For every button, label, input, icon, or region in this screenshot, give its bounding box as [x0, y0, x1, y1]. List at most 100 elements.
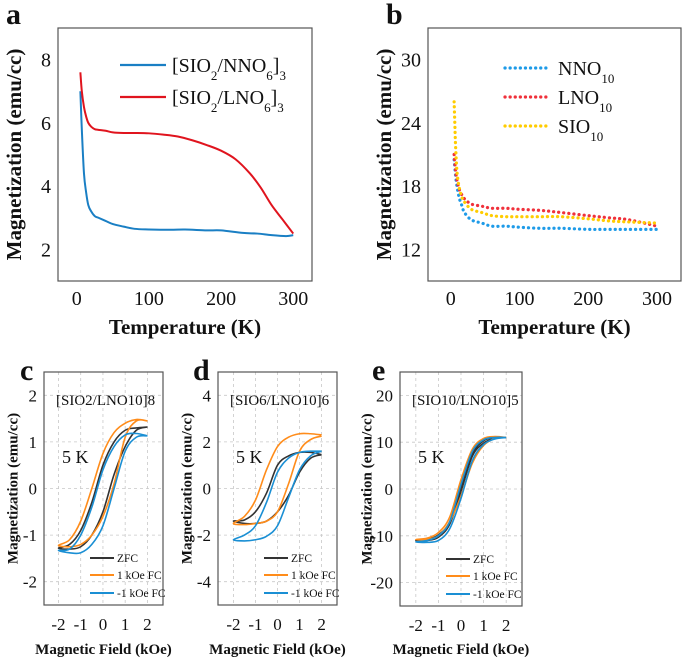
series-line-LNO10	[452, 152, 659, 228]
y-tick-label: -2	[197, 526, 211, 545]
x-tick-label: 1	[479, 616, 488, 635]
y-tick-label: 2	[203, 433, 212, 452]
x-tick-label: -2	[409, 616, 423, 635]
series-line-1 kOe FC	[232, 432, 322, 526]
legend-label: [SIO2/NNO6]3	[172, 55, 286, 83]
x-tick-label: 100	[504, 288, 534, 310]
panel-a: a 0 100 200 300 2 4 6 8 Temperature (K) Magnetizat…	[2, 0, 313, 339]
y-tick-label: 0	[203, 480, 212, 499]
series-line--1 kOe FC	[415, 436, 507, 544]
plot-frame	[217, 371, 338, 606]
y-tick-label: 24	[401, 113, 421, 135]
x-tick-label: 0	[99, 615, 108, 634]
x-tick-label: 300	[642, 288, 672, 310]
x-tick-label: 0	[72, 288, 82, 310]
plot-frame	[57, 27, 313, 282]
x-axis-label: Magnetic Field (kOe)	[35, 642, 172, 658]
temperature-annotation: 5 K	[236, 447, 263, 467]
series-line-SIO10	[452, 100, 659, 225]
legend-entry: ZFC	[264, 553, 312, 565]
legend-entry: -1 kOe FC	[90, 588, 166, 600]
series-line-ZFC	[415, 436, 507, 542]
legend-label: 1 kOe FC	[473, 571, 518, 583]
legend-entry: 1 kOe FC	[90, 570, 162, 582]
y-tick-label: 6	[41, 113, 51, 135]
legend-entry: 1 kOe FC	[264, 570, 336, 582]
panel-title: [SIO2/LNO10]8	[56, 393, 155, 409]
plot-frame	[427, 27, 682, 282]
legend-label: -1 kOe FC	[117, 588, 166, 600]
y-tick-label: 12	[401, 239, 421, 261]
y-tick-label: -4	[197, 573, 212, 592]
y-tick-label: 4	[203, 386, 212, 405]
panel-title: [SIO10/LNO10]5	[412, 393, 519, 409]
panel-letter: d	[193, 354, 210, 387]
legend-label: 1 kOe FC	[291, 570, 336, 582]
legend-entry: 1 kOe FC	[446, 571, 518, 583]
x-tick-label: 2	[502, 616, 511, 635]
legend-label: ZFC	[473, 554, 494, 566]
x-tick-label: 2	[143, 615, 152, 634]
x-tick-label: 2	[317, 615, 326, 634]
x-axis-label: Magnetic Field (kOe)	[209, 642, 346, 658]
series-line-1 kOe FC	[415, 435, 507, 541]
legend-entry: ZFC	[446, 554, 494, 566]
x-tick-label: 100	[134, 288, 164, 310]
legend-label: 1 kOe FC	[117, 570, 162, 582]
series-line-ZFC	[57, 426, 148, 550]
x-tick-label: 200	[206, 288, 236, 310]
y-tick-label: 18	[401, 176, 421, 198]
y-tick-label: 0	[385, 480, 394, 499]
x-tick-label: 0	[446, 288, 456, 310]
series-line-[SIO2/NNO6]3	[79, 91, 294, 238]
series-line-1 kOe FC	[57, 418, 148, 548]
panel-b: b 0 100 200 300 12 18 24 30 Temperature (K) Magnet…	[372, 0, 682, 339]
x-tick-label: -1	[74, 615, 88, 634]
y-axis-label: Magnetization (emu/cc)	[372, 49, 396, 261]
plot-frame	[399, 371, 523, 607]
legend-entry: NNO10	[503, 58, 614, 86]
legend-entry: -1 kOe FC	[446, 589, 522, 601]
x-tick-label: -1	[248, 615, 262, 634]
y-tick-label: 0	[29, 480, 38, 499]
legend-label: LNO10	[558, 87, 612, 115]
y-tick-label: 4	[41, 176, 51, 198]
panel-title: [SIO6/LNO10]6	[230, 393, 330, 409]
legend-label: -1 kOe FC	[291, 588, 340, 600]
series-line--1 kOe FC	[57, 432, 148, 555]
x-tick-label: -2	[226, 615, 240, 634]
x-tick-label: 1	[295, 615, 304, 634]
legend-entry: ZFC	[90, 553, 138, 565]
legend-label: ZFC	[117, 553, 138, 565]
temperature-annotation: 5 K	[418, 447, 445, 467]
x-tick-label: -2	[51, 615, 65, 634]
y-axis-label: Magnetization (emu/cc)	[5, 413, 21, 564]
y-tick-label: 2	[41, 239, 51, 261]
legend-label: -1 kOe FC	[473, 589, 522, 601]
panel-letter: a	[6, 0, 21, 31]
x-tick-label: 300	[278, 288, 308, 310]
y-tick-label: 20	[376, 386, 393, 405]
plot-frame	[43, 371, 164, 606]
x-axis-label: Temperature (K)	[478, 315, 630, 339]
x-axis-label: Temperature (K)	[109, 315, 261, 339]
y-tick-label: 10	[376, 433, 393, 452]
panel-letter: b	[386, 0, 403, 31]
y-axis-label: Magnetization (emu/cc)	[2, 49, 26, 261]
y-axis-label: Magnetization (emu/cc)	[179, 413, 195, 564]
y-tick-label: -2	[23, 573, 37, 592]
legend-entry: SIO10	[503, 116, 603, 144]
temperature-annotation: 5 K	[62, 447, 89, 467]
legend-label: ZFC	[291, 553, 312, 565]
x-axis-label: Magnetic Field (kOe)	[393, 642, 530, 658]
series-line-NNO10	[452, 158, 659, 232]
series-line-[SIO2/LNO6]3	[79, 72, 295, 235]
legend-entry: LNO10	[503, 87, 612, 115]
legend-label: SIO10	[558, 116, 603, 144]
x-tick-label: 0	[273, 615, 282, 634]
legend-label: [SIO2/LNO6]3	[172, 87, 284, 115]
